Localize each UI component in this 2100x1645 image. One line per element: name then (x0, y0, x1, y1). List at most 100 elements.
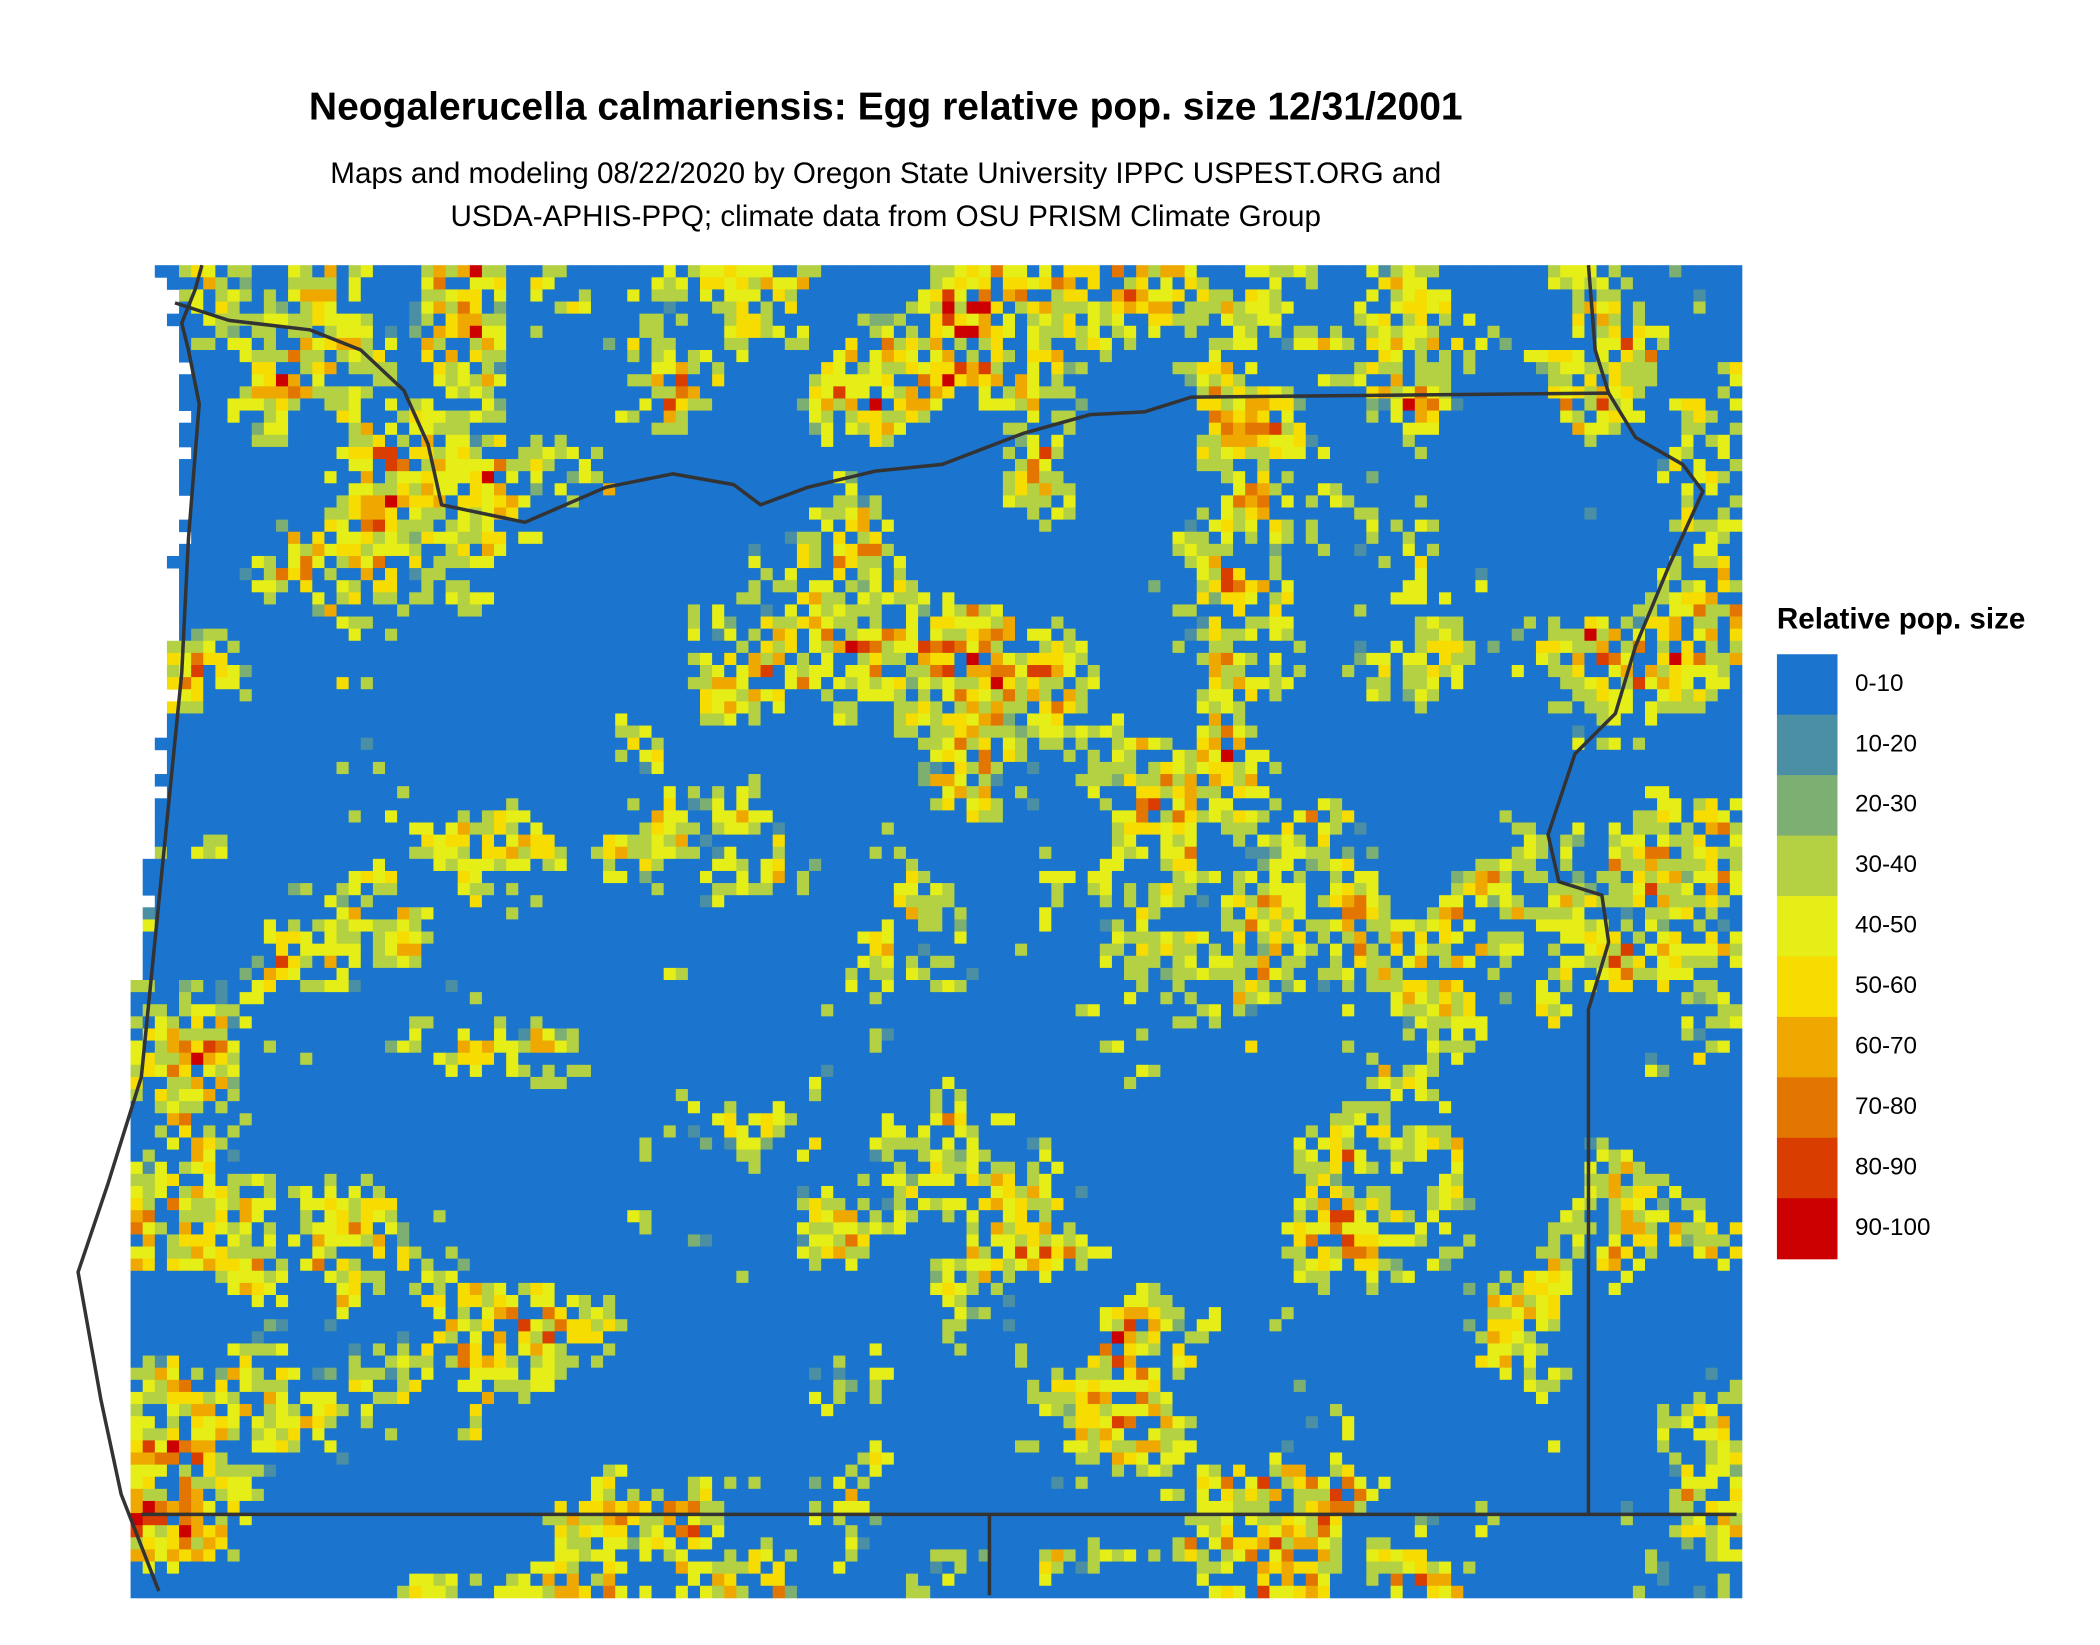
raster-cell (1560, 519, 1573, 533)
raster-cell (312, 640, 325, 654)
raster-cell (1245, 422, 1258, 436)
raster-cell (385, 422, 398, 436)
raster-cell (603, 337, 616, 351)
raster-cell (1208, 277, 1222, 290)
raster-cell (639, 592, 652, 605)
raster-cell (1402, 398, 1416, 411)
raster-cell (1148, 604, 1161, 617)
raster-cell (990, 265, 1004, 278)
raster-cell (1172, 580, 1186, 593)
raster-cell (1027, 434, 1040, 448)
raster-cell (372, 519, 386, 533)
raster-cell (724, 495, 737, 508)
raster-cell (554, 362, 568, 375)
raster-cell (1402, 568, 1416, 581)
raster-cell (457, 543, 471, 557)
raster-cell (518, 507, 531, 521)
raster-cell (1681, 422, 1694, 436)
raster-cell (397, 507, 410, 521)
raster-cell (1632, 446, 1646, 460)
raster-cell (651, 350, 665, 363)
raster-cell (1317, 265, 1331, 278)
raster-cell (639, 628, 652, 642)
raster-cell (966, 374, 980, 387)
raster-cell (1620, 459, 1634, 472)
raster-cell (554, 725, 568, 739)
raster-cell (1281, 495, 1295, 508)
raster-cell (1039, 640, 1052, 654)
raster-cell (1475, 507, 1488, 521)
raster-cell (893, 374, 907, 387)
raster-cell (494, 471, 507, 484)
raster-cell (760, 434, 774, 448)
raster-cell (724, 350, 737, 363)
raster-cell (445, 277, 459, 290)
raster-cell (300, 459, 313, 472)
raster-cell (724, 325, 737, 339)
raster-cell (1075, 301, 1089, 315)
raster-cell (336, 313, 350, 327)
raster-cell (687, 459, 701, 472)
raster-cell (1257, 459, 1270, 472)
raster-cell (1245, 519, 1258, 533)
raster-cell (385, 640, 398, 654)
raster-cell (1439, 337, 1452, 351)
raster-cell (712, 507, 725, 521)
raster-cell (1487, 555, 1501, 569)
raster-cell (1511, 507, 1525, 521)
raster-cell (1015, 689, 1028, 702)
raster-cell (1632, 713, 1646, 726)
raster-cell (724, 362, 737, 375)
raster-cell (1220, 580, 1234, 593)
raster-cell (796, 713, 810, 726)
raster-cell (1051, 446, 1064, 460)
raster-cell (1560, 434, 1573, 448)
raster-cell (663, 531, 677, 545)
raster-cell (809, 652, 822, 666)
raster-cell (1439, 507, 1452, 521)
raster-cell (179, 374, 192, 387)
raster-cell (942, 350, 955, 363)
raster-cell (821, 350, 834, 363)
raster-cell (1208, 410, 1222, 424)
raster-cell (627, 289, 640, 302)
raster-cell (1269, 531, 1282, 545)
raster-cell (881, 543, 895, 557)
raster-cell (506, 725, 519, 739)
raster-cell (760, 289, 774, 302)
raster-cell (796, 265, 810, 278)
raster-cell (1523, 277, 1537, 290)
raster-cell (251, 446, 265, 460)
raster-cell (348, 665, 362, 678)
raster-cell (1136, 543, 1149, 557)
raster-cell (918, 580, 931, 593)
raster-cell (1257, 301, 1270, 315)
raster-cell (1390, 592, 1404, 605)
raster-cell (578, 689, 592, 702)
raster-cell (1693, 325, 1706, 339)
raster-cell (1475, 543, 1488, 557)
raster-cell (1208, 289, 1222, 302)
raster-cell (1281, 362, 1295, 375)
raster-cell (275, 665, 289, 678)
raster-cell (1487, 301, 1501, 315)
raster-cell (930, 374, 943, 387)
raster-cell (1451, 677, 1464, 690)
raster-cell (1099, 701, 1113, 714)
raster-cell (869, 289, 883, 302)
raster-cell (893, 665, 907, 678)
raster-cell (251, 422, 265, 436)
raster-cell (1414, 434, 1428, 448)
raster-cell (578, 640, 592, 654)
raster-cell (554, 640, 568, 654)
raster-cell (1220, 640, 1234, 654)
raster-cell (324, 507, 337, 521)
raster-cell (1645, 386, 1658, 399)
raster-cell (481, 398, 495, 411)
raster-cell (1196, 337, 1210, 351)
raster-cell (1717, 374, 1731, 387)
raster-cell (1487, 665, 1501, 678)
raster-cell (796, 604, 810, 617)
raster-cell (1390, 652, 1404, 666)
raster-cell (881, 507, 895, 521)
